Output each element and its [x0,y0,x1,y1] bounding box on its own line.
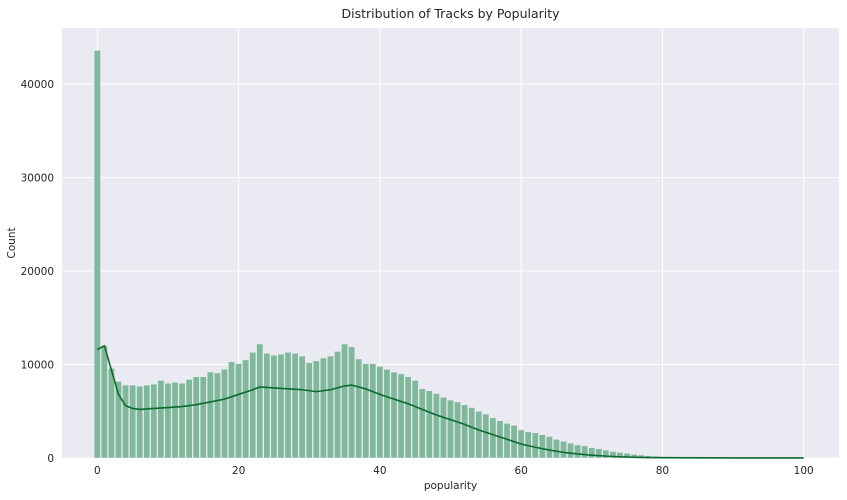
histogram-bar [228,362,234,458]
histogram-bar [334,351,340,458]
histogram-bar [539,435,545,458]
y-tick-label: 0 [47,453,54,465]
histogram-bar [207,372,213,458]
histogram-bar [412,380,418,458]
histogram-bar [94,50,100,458]
histogram-bar [461,405,467,458]
y-tick-label: 30000 [21,173,54,185]
histogram-bar [398,374,404,458]
histogram-bar [137,386,143,458]
histogram-bar [186,379,192,458]
y-tick-labels: 0 10000 20000 30000 40000 [21,79,54,465]
y-axis-label: Count [6,227,18,258]
histogram-bar [242,360,248,458]
histogram-bar [165,383,171,458]
x-tick-label: 60 [514,465,527,477]
histogram-bar [271,355,277,458]
histogram-bar [377,366,383,458]
histogram-bar [391,372,397,458]
plot-background [62,28,839,458]
histogram-bar [250,352,256,458]
x-tick-label: 40 [373,465,386,477]
x-tick-labels: 0 20 40 60 80 100 [94,465,814,477]
histogram-bar [108,368,114,458]
histogram-bar [235,364,241,458]
x-axis-label: popularity [424,480,477,492]
histogram-bar [193,377,199,458]
histogram-bar [384,369,390,458]
histogram-bar [476,411,482,458]
histogram-bar [200,377,206,458]
histogram-bar [257,344,263,458]
y-tick-label: 40000 [21,79,54,91]
histogram-bar [313,361,319,458]
histogram-bar [433,394,439,459]
histogram-bar [490,418,496,458]
histogram-bar [419,389,425,458]
histogram-bar [179,383,185,458]
histogram-bar [151,384,157,458]
histogram-bar [172,382,178,458]
chart-title: Distribution of Tracks by Popularity [341,6,560,21]
histogram-bar [348,347,354,458]
histogram-bar [320,358,326,458]
histogram-bar [589,448,595,458]
histogram-bar [560,441,566,458]
x-tick-label: 20 [232,465,245,477]
histogram-bar [144,385,150,458]
histogram-bar [306,363,312,458]
histogram-bar [158,380,164,458]
histogram-bar [405,377,411,458]
x-tick-label: 80 [656,465,669,477]
histogram-bar [363,364,369,458]
histogram-bar [574,445,580,458]
histogram-bar [567,443,573,458]
histogram-bar [278,354,284,458]
histogram-bar [469,408,475,458]
histogram-bar [454,402,460,458]
histogram-bar [553,439,559,458]
histogram-bar [426,391,432,458]
x-tick-label: 100 [794,465,814,477]
histogram-bar [447,400,453,458]
histogram-bar [483,414,489,458]
histogram-bar [546,437,552,459]
histogram-bar [355,359,361,458]
histogram-bar [299,356,305,458]
histogram-bar [341,344,347,458]
histogram-bar [327,356,333,458]
histogram-bar [370,364,376,458]
histogram-bar [264,353,270,458]
histogram-bar [122,385,128,458]
histogram-bar [221,369,227,458]
histogram-bar [285,352,291,458]
y-tick-label: 20000 [21,266,54,278]
histogram-bar [497,421,503,458]
histogram-bar [582,446,588,458]
histogram-bar [440,397,446,458]
x-tick-label: 0 [94,465,101,477]
histogram-bar [532,433,538,458]
y-tick-label: 10000 [21,360,54,372]
histogram-bar [129,385,135,458]
histogram-bar [101,346,107,458]
histogram-bar [214,373,220,458]
histogram-bar [292,353,298,458]
